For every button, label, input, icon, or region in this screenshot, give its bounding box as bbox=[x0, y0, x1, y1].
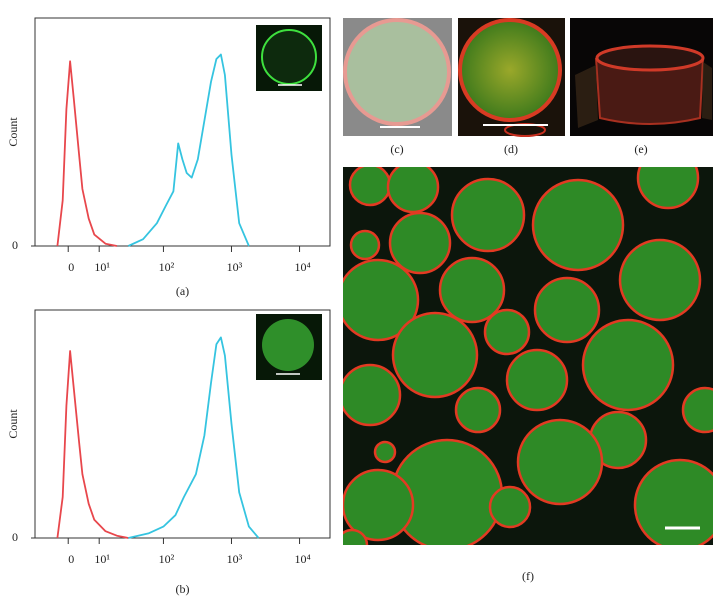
vesicle bbox=[386, 167, 440, 214]
x-tick-label: 0 bbox=[68, 552, 74, 566]
vesicle bbox=[349, 229, 381, 261]
vesicle bbox=[618, 238, 702, 322]
vesicle bbox=[348, 167, 392, 207]
vesicle bbox=[343, 363, 402, 427]
vesicle bbox=[633, 458, 713, 545]
vesicle bbox=[681, 386, 713, 434]
vesicle bbox=[581, 318, 675, 412]
plot-frame bbox=[34, 309, 331, 539]
vesicle bbox=[450, 177, 526, 253]
panel-label: (c) bbox=[390, 142, 403, 156]
vesicle bbox=[483, 308, 531, 356]
panel-label: (e) bbox=[634, 142, 647, 156]
panel-label: (a) bbox=[176, 284, 189, 298]
micrograph-d bbox=[458, 18, 565, 137]
x-tick-label: 10⁴ bbox=[294, 552, 310, 566]
panel-label: (f) bbox=[522, 569, 534, 583]
vesicle bbox=[516, 418, 604, 506]
y-axis-label: Count bbox=[6, 117, 20, 147]
vesicle bbox=[454, 386, 502, 434]
x-tick-label: 0 bbox=[68, 260, 74, 274]
plot-frame bbox=[34, 17, 331, 247]
x-tick-label: 10² bbox=[159, 260, 175, 274]
vesicle bbox=[343, 258, 420, 342]
x-tick-label: 10³ bbox=[227, 552, 243, 566]
vesicle bbox=[343, 468, 415, 542]
vesicle bbox=[388, 211, 452, 275]
inset-a bbox=[256, 25, 322, 91]
histogram-curve bbox=[56, 350, 129, 539]
inset-b bbox=[256, 314, 322, 380]
vesicle bbox=[636, 167, 700, 210]
histogram-curve bbox=[128, 336, 260, 539]
y-axis-label: Count bbox=[6, 409, 20, 439]
histogram-curve bbox=[56, 60, 118, 247]
micrograph-c bbox=[343, 18, 452, 136]
micrograph-e bbox=[570, 18, 713, 136]
vesicle bbox=[488, 485, 532, 529]
x-tick-label: 10² bbox=[159, 552, 175, 566]
vesicle bbox=[438, 256, 506, 324]
y-tick-label: 0 bbox=[12, 530, 18, 544]
vesicle bbox=[373, 440, 397, 464]
vesicle bbox=[533, 276, 601, 344]
y-tick-label: 0 bbox=[12, 238, 18, 252]
x-tick-label: 10¹ bbox=[94, 260, 110, 274]
histogram-curve bbox=[127, 53, 250, 247]
x-tick-label: 10⁴ bbox=[294, 260, 310, 274]
vesicle bbox=[505, 348, 569, 412]
vesicle bbox=[531, 178, 625, 272]
x-tick-label: 10¹ bbox=[94, 552, 110, 566]
vesicle bbox=[343, 528, 369, 545]
x-tick-label: 10³ bbox=[227, 260, 243, 274]
panel-label: (d) bbox=[504, 142, 518, 156]
micrograph-f bbox=[343, 167, 713, 545]
panel-label: (b) bbox=[176, 582, 190, 596]
vesicle bbox=[391, 311, 479, 399]
